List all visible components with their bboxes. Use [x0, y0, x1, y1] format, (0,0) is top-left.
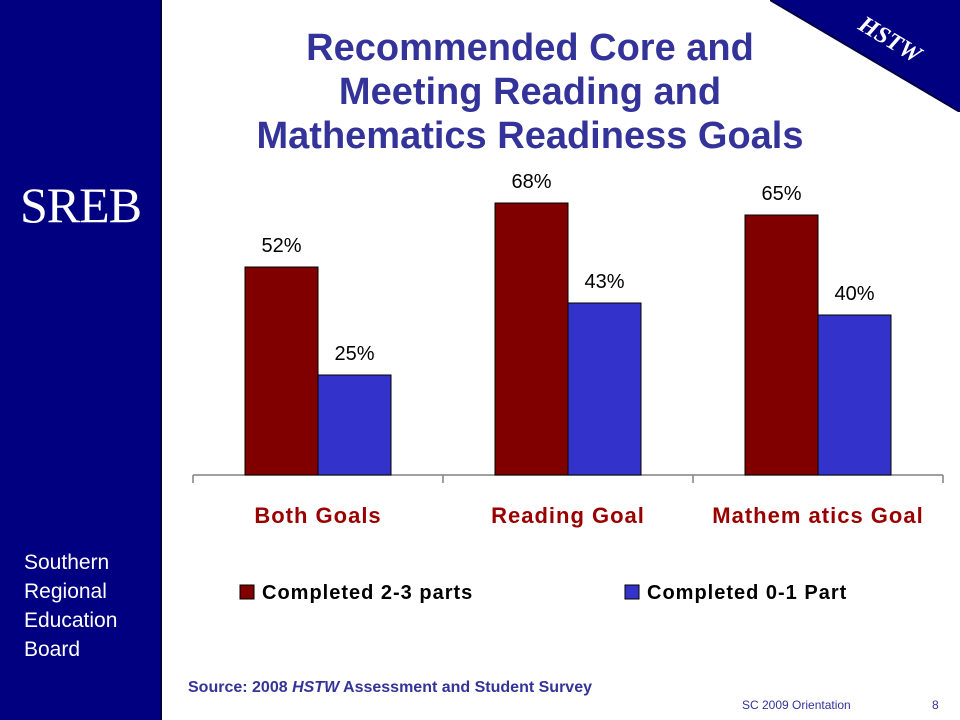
slide-title: Recommended Core and Meeting Reading and…: [190, 26, 870, 158]
bar-completed-0-1: [817, 314, 892, 476]
category-label: Mathem atics Goal: [712, 503, 923, 528]
data-label: 52%: [261, 235, 301, 257]
footer-text: SC 2009 Orientation: [742, 698, 851, 712]
bar-completed-0-1: [567, 302, 642, 476]
bar-completed-2-3: [244, 266, 319, 476]
data-label: 68%: [511, 171, 551, 193]
source-italic: HSTW: [292, 679, 340, 696]
source-suffix: Assessment and Student Survey: [339, 679, 592, 696]
sreb-logo: SREB: [20, 177, 142, 233]
data-label: 65%: [761, 183, 801, 205]
sidebar: SREB Southern Regional Education Board: [0, 0, 162, 720]
org-line-2: Regional: [24, 580, 107, 603]
bar-completed-2-3: [744, 214, 819, 476]
org-line-1: Southern: [24, 551, 110, 574]
title-line-3: Mathematics Readiness Goals: [256, 115, 804, 157]
title-line-1: Recommended Core and: [306, 27, 754, 69]
legend-label: Completed 2-3 parts: [262, 582, 473, 604]
data-label: 25%: [334, 343, 374, 365]
corner-edge: [770, 0, 960, 112]
hstw-corner-banner: HSTW: [770, 0, 960, 112]
organization-name: Southern Regional Education Board: [24, 548, 117, 664]
category-label: Both Goals: [254, 503, 381, 528]
title-line-2: Meeting Reading and: [338, 71, 722, 113]
page-number: 8: [932, 698, 939, 712]
org-line-4: Board: [24, 638, 81, 661]
data-label: 40%: [834, 283, 874, 305]
legend-swatch: [624, 584, 640, 600]
bar-completed-0-1: [317, 374, 392, 476]
org-line-3: Education: [24, 609, 118, 632]
legend-swatch: [239, 584, 255, 600]
bar-completed-2-3: [494, 202, 569, 476]
source-note: Source: 2008 HSTW Assessment and Student…: [188, 679, 592, 697]
category-label: Reading Goal: [491, 503, 645, 528]
legend-label: Completed 0-1 Part: [647, 582, 847, 604]
source-prefix: Source: 2008: [188, 679, 293, 696]
data-label: 43%: [584, 271, 624, 293]
